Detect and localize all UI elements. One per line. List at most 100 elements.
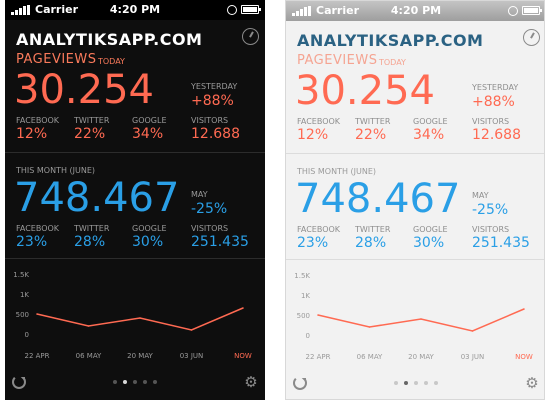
y-tick-label: 500 bbox=[16, 311, 29, 319]
data-point bbox=[242, 307, 244, 309]
pageviews-label: PAGEVIEWS bbox=[297, 53, 378, 68]
facebook-today-value: 12% bbox=[16, 126, 48, 142]
yesterday-change: +88% bbox=[472, 94, 515, 110]
y-tick-label: 1.5K bbox=[13, 271, 29, 279]
pageviews-month-value: 748.467 bbox=[295, 176, 461, 222]
carrier-label: Carrier bbox=[35, 3, 79, 16]
twitter-month-value: 28% bbox=[355, 235, 387, 251]
facebook-today-label: FACEBOOK bbox=[297, 117, 341, 126]
gear-icon[interactable]: ⚙ bbox=[525, 374, 539, 392]
today-label: TODAY bbox=[98, 57, 125, 66]
data-point bbox=[36, 313, 38, 315]
section-divider bbox=[5, 258, 265, 259]
yesterday-change: +88% bbox=[191, 93, 234, 109]
phone-dark-theme: Carrier 4:20 PM ANALYTIKSAPP.COM PAGEVIE… bbox=[5, 0, 265, 400]
page-indicator[interactable] bbox=[286, 381, 544, 385]
facebook-month-label: FACEBOOK bbox=[16, 224, 60, 233]
pageviews-label: PAGEVIEWS bbox=[16, 52, 97, 67]
y-tick-label: 0 bbox=[25, 331, 29, 339]
google-month-value: 30% bbox=[132, 234, 164, 250]
signal-icon bbox=[292, 6, 314, 16]
battery-icon bbox=[241, 5, 261, 14]
page-dot[interactable] bbox=[424, 381, 428, 385]
twitter-today-label: TWITTER bbox=[74, 116, 110, 125]
section-divider bbox=[286, 259, 544, 260]
x-tick-label: 06 MAY bbox=[357, 353, 383, 361]
history-clock-icon[interactable] bbox=[242, 28, 259, 45]
page-dot[interactable] bbox=[434, 381, 438, 385]
may-change: -25% bbox=[191, 201, 228, 217]
app-title: ANALYTIKSAPP.COM bbox=[297, 31, 484, 50]
y-tick-label: 1K bbox=[20, 291, 29, 299]
today-label: TODAY bbox=[379, 58, 406, 67]
page-dot[interactable] bbox=[143, 380, 147, 384]
may-change: -25% bbox=[472, 202, 509, 218]
twitter-month-label: TWITTER bbox=[355, 225, 391, 234]
y-tick-label: 1K bbox=[301, 292, 310, 300]
page-indicator[interactable] bbox=[5, 380, 265, 384]
visitors-today-value: 12.688 bbox=[472, 127, 521, 143]
section-divider bbox=[286, 153, 544, 154]
twitter-today-value: 22% bbox=[355, 127, 387, 143]
data-point bbox=[317, 314, 319, 316]
yesterday-label: YESTERDAY bbox=[191, 82, 238, 91]
data-point bbox=[471, 330, 474, 332]
battery-icon bbox=[522, 6, 542, 15]
pageviews-line-chart: 1.5K 1K 500 0 22 APR 06 MAY 20 MAY 03 JUN NOW bbox=[294, 272, 533, 361]
yesterday-label: YESTERDAY bbox=[472, 83, 519, 92]
data-point bbox=[139, 317, 141, 319]
x-tick-label: 22 APR bbox=[305, 353, 330, 361]
app-title: ANALYTIKSAPP.COM bbox=[16, 30, 203, 49]
page-dot[interactable] bbox=[414, 381, 418, 385]
visitors-month-value: 251.435 bbox=[191, 234, 249, 250]
y-tick-label: 0 bbox=[306, 332, 310, 340]
facebook-today-label: FACEBOOK bbox=[16, 116, 60, 125]
x-tick-label: NOW bbox=[515, 353, 533, 361]
x-tick-label: NOW bbox=[234, 352, 252, 360]
pageviews-month-value: 748.467 bbox=[14, 175, 180, 221]
gear-icon[interactable]: ⚙ bbox=[244, 373, 258, 391]
status-bar: Carrier 4:20 PM bbox=[5, 0, 265, 20]
refresh-icon[interactable] bbox=[293, 376, 307, 390]
data-point bbox=[87, 325, 90, 327]
carrier-label: Carrier bbox=[316, 4, 360, 17]
status-bar: Carrier 4:20 PM bbox=[286, 1, 544, 21]
pageviews-line-chart: 1.5K 1K 500 0 22 APR 06 MAY 20 MAY 03 JUN NOW bbox=[13, 271, 252, 360]
alarm-clock-icon bbox=[227, 5, 237, 15]
facebook-today-value: 12% bbox=[297, 127, 329, 143]
page-dot[interactable] bbox=[123, 380, 127, 384]
twitter-today-value: 22% bbox=[74, 126, 106, 142]
visitors-today-label: VISITORS bbox=[472, 117, 510, 126]
pageviews-series-line bbox=[317, 308, 525, 332]
twitter-today-label: TWITTER bbox=[355, 117, 391, 126]
this-month-label: THIS MONTH (JUNE) bbox=[16, 166, 96, 175]
pageviews-today-value: 30.254 bbox=[14, 67, 154, 113]
google-month-value: 30% bbox=[413, 235, 445, 251]
data-point bbox=[420, 318, 422, 320]
alarm-clock-icon bbox=[508, 6, 518, 16]
x-tick-label: 06 MAY bbox=[76, 352, 102, 360]
page-dot[interactable] bbox=[153, 380, 157, 384]
x-tick-label: 03 JUN bbox=[461, 353, 485, 361]
clock-time: 4:20 PM bbox=[390, 4, 442, 17]
page-dot[interactable] bbox=[404, 381, 408, 385]
clock-time: 4:20 PM bbox=[109, 3, 161, 16]
visitors-month-value: 251.435 bbox=[472, 235, 530, 251]
data-point bbox=[368, 326, 371, 328]
visitors-month-label: VISITORS bbox=[472, 225, 510, 234]
google-today-value: 34% bbox=[132, 126, 164, 142]
twitter-month-label: TWITTER bbox=[74, 224, 110, 233]
page-dot[interactable] bbox=[133, 380, 137, 384]
visitors-today-label: VISITORS bbox=[191, 116, 229, 125]
page-dot[interactable] bbox=[394, 381, 398, 385]
y-tick-label: 500 bbox=[297, 312, 310, 320]
page-dot[interactable] bbox=[113, 380, 117, 384]
section-divider bbox=[5, 152, 265, 153]
facebook-month-label: FACEBOOK bbox=[297, 225, 341, 234]
history-clock-icon[interactable] bbox=[523, 29, 540, 46]
facebook-month-value: 23% bbox=[16, 234, 48, 250]
refresh-icon[interactable] bbox=[12, 375, 26, 389]
signal-icon bbox=[11, 5, 33, 15]
facebook-month-value: 23% bbox=[297, 235, 329, 251]
may-label: MAY bbox=[191, 190, 208, 199]
